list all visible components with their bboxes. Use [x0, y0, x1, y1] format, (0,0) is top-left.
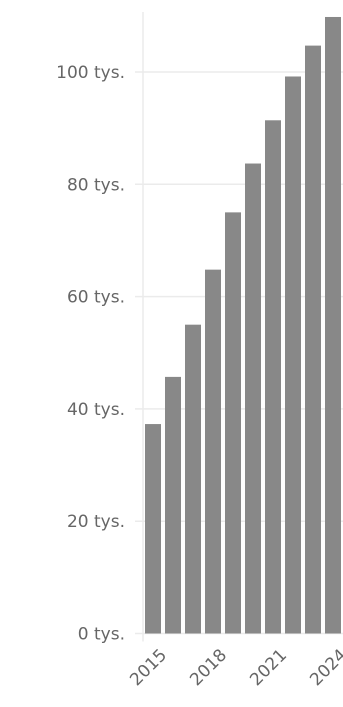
bar-2024 — [325, 16, 341, 634]
bar-2017 — [185, 324, 201, 634]
bar-2018 — [205, 269, 221, 634]
y-tick-label: 0 tys. — [78, 625, 125, 645]
bar-2016 — [165, 376, 181, 634]
bar-2015 — [145, 424, 161, 634]
y-tick-label: 20 tys. — [67, 512, 125, 532]
bar-2020 — [245, 163, 261, 634]
y-tick-label: 60 tys. — [67, 288, 125, 308]
y-tick-label: 100 tys. — [56, 63, 125, 83]
x-tick-label: 2018 — [186, 645, 231, 690]
x-tick-label: 2024 — [306, 645, 343, 690]
x-axis-tick-labels: 2015 2018 2021 2024 — [126, 645, 343, 690]
bar-2021 — [265, 120, 281, 634]
bar-2022 — [285, 76, 301, 634]
bar-2019 — [225, 212, 241, 634]
bar-2023 — [305, 45, 321, 634]
y-tick-label: 80 tys. — [67, 175, 125, 195]
bars — [145, 16, 341, 634]
y-tick-label: 40 tys. — [67, 400, 125, 420]
x-tick-label: 2015 — [126, 645, 171, 690]
x-tick-label: 2021 — [246, 645, 291, 690]
y-axis-tick-labels: 0 tys. 20 tys. 40 tys. 60 tys. 80 tys. 100 ty… — [56, 63, 125, 645]
